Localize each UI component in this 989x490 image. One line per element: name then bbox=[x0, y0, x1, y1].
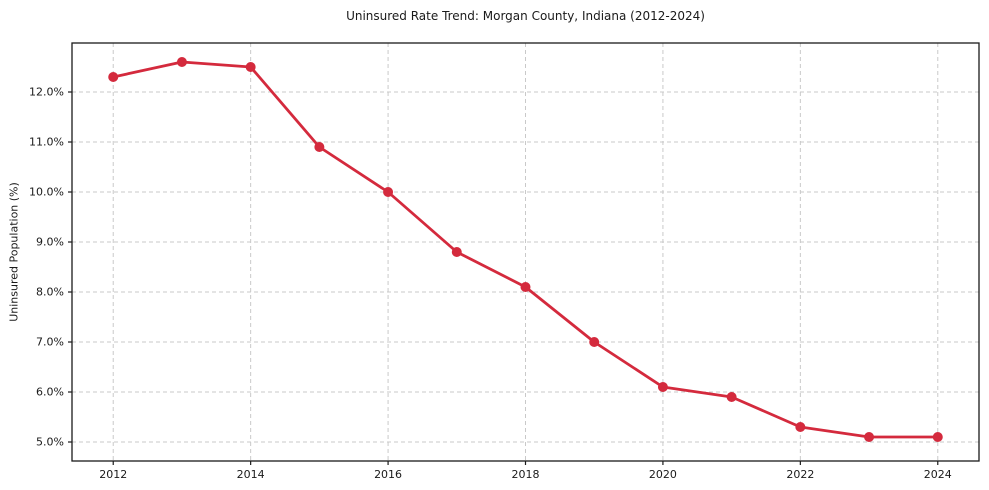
x-tick-label: 2022 bbox=[786, 468, 814, 481]
data-point bbox=[657, 382, 668, 392]
y-tick-label: 7.0% bbox=[36, 336, 64, 349]
x-tick-label: 2016 bbox=[374, 468, 402, 481]
y-tick-label: 8.0% bbox=[36, 286, 64, 299]
y-tick-label: 12.0% bbox=[29, 86, 64, 99]
data-point bbox=[108, 72, 119, 82]
y-tick-label: 11.0% bbox=[29, 136, 64, 149]
data-point bbox=[864, 432, 875, 442]
data-point bbox=[176, 57, 187, 67]
x-tick-label: 2024 bbox=[924, 468, 952, 481]
data-point bbox=[451, 247, 462, 257]
chart-title: Uninsured Rate Trend: Morgan County, Ind… bbox=[346, 9, 705, 23]
x-tick-label: 2014 bbox=[237, 468, 265, 481]
y-tick-label: 10.0% bbox=[29, 186, 64, 199]
y-tick-label: 5.0% bbox=[36, 436, 64, 449]
x-tick-label: 2020 bbox=[649, 468, 677, 481]
plot-border bbox=[71, 42, 980, 462]
data-point bbox=[589, 337, 600, 347]
y-tick-label: 6.0% bbox=[36, 386, 64, 399]
y-tick-label: 9.0% bbox=[36, 236, 64, 249]
data-point bbox=[795, 422, 806, 432]
data-point bbox=[520, 282, 531, 292]
data-point bbox=[245, 62, 256, 72]
data-point bbox=[726, 392, 737, 402]
data-point bbox=[383, 187, 394, 197]
x-tick-label: 2012 bbox=[99, 468, 127, 481]
data-point bbox=[932, 432, 943, 442]
x-tick-label: 2018 bbox=[512, 468, 540, 481]
data-point bbox=[314, 142, 325, 152]
